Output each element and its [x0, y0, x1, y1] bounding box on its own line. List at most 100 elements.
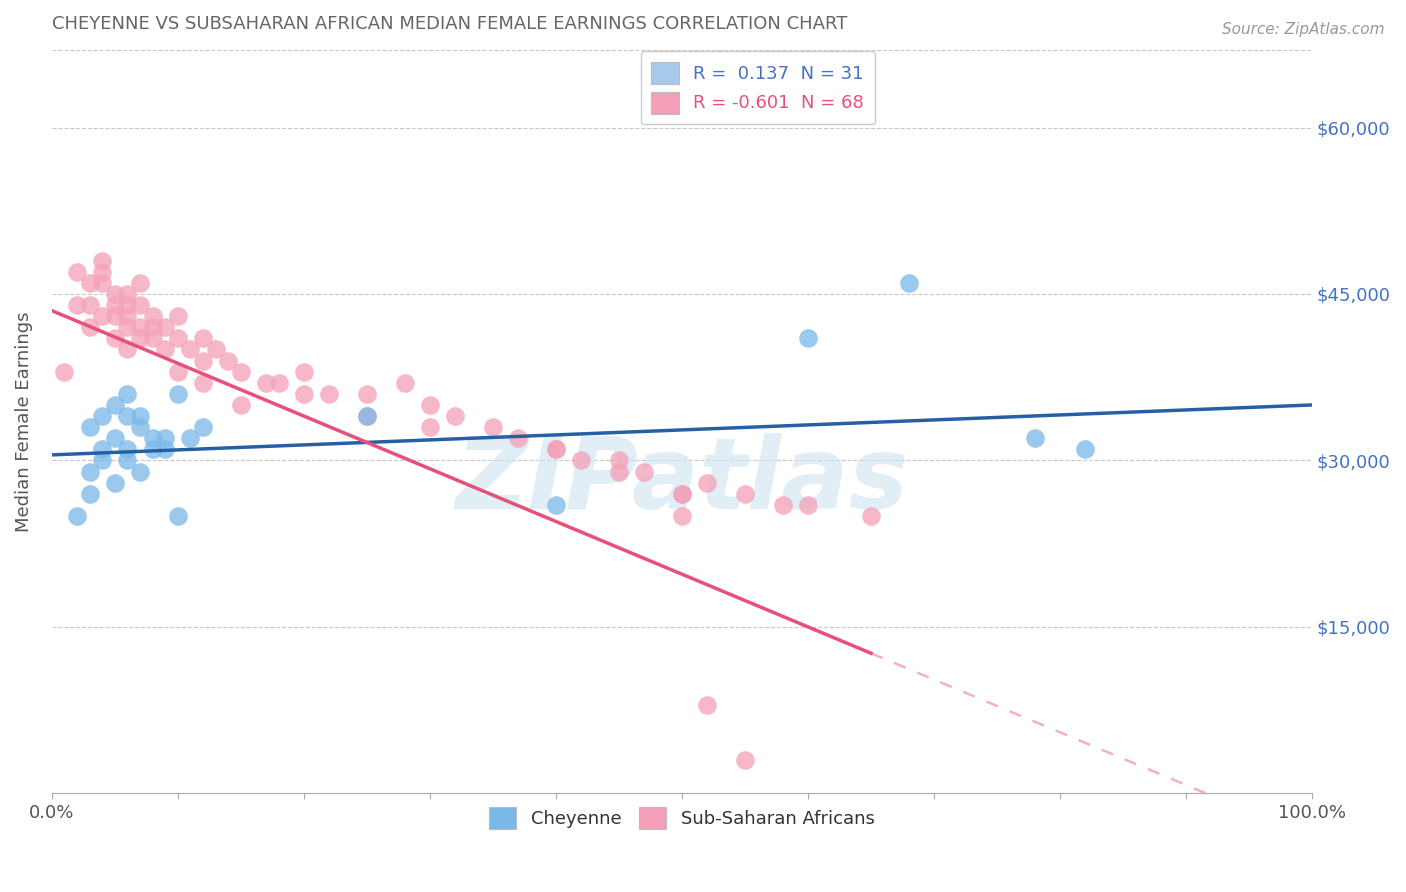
- Text: CHEYENNE VS SUBSAHARAN AFRICAN MEDIAN FEMALE EARNINGS CORRELATION CHART: CHEYENNE VS SUBSAHARAN AFRICAN MEDIAN FE…: [52, 15, 848, 33]
- Point: [179, 431, 201, 445]
- Point: [292, 387, 315, 401]
- Point: [142, 320, 165, 334]
- Point: [482, 420, 505, 434]
- Point: [544, 442, 567, 457]
- Point: [104, 431, 127, 445]
- Point: [79, 320, 101, 334]
- Point: [671, 508, 693, 523]
- Point: [229, 365, 252, 379]
- Point: [444, 409, 467, 423]
- Point: [734, 487, 756, 501]
- Point: [129, 276, 152, 290]
- Point: [734, 753, 756, 767]
- Point: [633, 465, 655, 479]
- Point: [179, 343, 201, 357]
- Point: [166, 309, 188, 323]
- Point: [191, 353, 214, 368]
- Point: [91, 442, 114, 457]
- Point: [671, 487, 693, 501]
- Point: [356, 387, 378, 401]
- Point: [117, 343, 139, 357]
- Point: [191, 331, 214, 345]
- Point: [142, 331, 165, 345]
- Point: [53, 365, 76, 379]
- Point: [66, 265, 89, 279]
- Point: [191, 376, 214, 390]
- Point: [91, 265, 114, 279]
- Point: [1074, 442, 1097, 457]
- Point: [267, 376, 290, 390]
- Point: [419, 398, 441, 412]
- Point: [897, 276, 920, 290]
- Point: [569, 453, 592, 467]
- Point: [671, 487, 693, 501]
- Point: [129, 331, 152, 345]
- Point: [142, 442, 165, 457]
- Point: [506, 431, 529, 445]
- Point: [117, 298, 139, 312]
- Point: [79, 276, 101, 290]
- Point: [166, 387, 188, 401]
- Point: [153, 431, 176, 445]
- Point: [117, 309, 139, 323]
- Point: [66, 298, 89, 312]
- Point: [91, 309, 114, 323]
- Point: [772, 498, 794, 512]
- Point: [104, 475, 127, 490]
- Point: [153, 343, 176, 357]
- Point: [544, 498, 567, 512]
- Point: [229, 398, 252, 412]
- Point: [166, 508, 188, 523]
- Point: [91, 276, 114, 290]
- Point: [79, 465, 101, 479]
- Point: [153, 442, 176, 457]
- Point: [129, 298, 152, 312]
- Point: [66, 508, 89, 523]
- Point: [356, 409, 378, 423]
- Point: [607, 465, 630, 479]
- Point: [153, 320, 176, 334]
- Point: [419, 420, 441, 434]
- Point: [544, 442, 567, 457]
- Text: ZIPatlas: ZIPatlas: [456, 433, 908, 530]
- Point: [254, 376, 277, 390]
- Point: [129, 409, 152, 423]
- Point: [191, 420, 214, 434]
- Point: [356, 409, 378, 423]
- Point: [142, 309, 165, 323]
- Point: [91, 453, 114, 467]
- Point: [104, 309, 127, 323]
- Point: [117, 442, 139, 457]
- Point: [104, 331, 127, 345]
- Point: [318, 387, 340, 401]
- Point: [129, 420, 152, 434]
- Point: [117, 387, 139, 401]
- Point: [117, 409, 139, 423]
- Point: [104, 298, 127, 312]
- Y-axis label: Median Female Earnings: Median Female Earnings: [15, 311, 32, 532]
- Point: [696, 475, 718, 490]
- Point: [292, 365, 315, 379]
- Point: [91, 253, 114, 268]
- Point: [117, 320, 139, 334]
- Point: [79, 298, 101, 312]
- Point: [129, 465, 152, 479]
- Point: [217, 353, 239, 368]
- Point: [696, 698, 718, 712]
- Point: [394, 376, 416, 390]
- Point: [797, 331, 820, 345]
- Point: [104, 287, 127, 301]
- Point: [79, 420, 101, 434]
- Legend: Cheyenne, Sub-Saharan Africans: Cheyenne, Sub-Saharan Africans: [482, 800, 882, 837]
- Point: [1024, 431, 1046, 445]
- Point: [166, 365, 188, 379]
- Point: [117, 287, 139, 301]
- Point: [79, 487, 101, 501]
- Point: [166, 331, 188, 345]
- Point: [204, 343, 226, 357]
- Point: [104, 398, 127, 412]
- Point: [859, 508, 882, 523]
- Text: Source: ZipAtlas.com: Source: ZipAtlas.com: [1222, 22, 1385, 37]
- Point: [142, 431, 165, 445]
- Point: [129, 320, 152, 334]
